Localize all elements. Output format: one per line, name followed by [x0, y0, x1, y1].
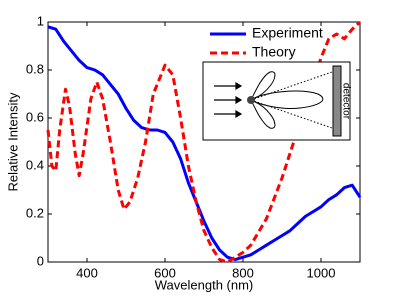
plot-frame	[47, 21, 361, 263]
series-line	[47, 25, 362, 262]
x-axis-label: Wavelength (nm)	[155, 277, 254, 292]
dotted-line	[250, 99, 333, 129]
y-axis-label: Relative Intensity	[5, 92, 20, 191]
x-tick-label: 1000	[307, 265, 336, 280]
inset-label: detector	[340, 83, 351, 120]
particle	[247, 96, 255, 104]
legend-label: Experiment	[252, 25, 323, 41]
inset-frame	[202, 61, 351, 141]
x-tick-label: 600	[154, 265, 176, 280]
y-tick-label: 0.6	[26, 109, 44, 124]
legend-label: Theory	[252, 44, 296, 60]
arrows	[214, 81, 243, 119]
y-tick-label: 0	[37, 253, 44, 268]
lobe	[249, 71, 276, 101]
lobe	[250, 90, 324, 109]
y-tick-label: 0.2	[26, 205, 44, 220]
y-tick-label: 1	[37, 13, 44, 28]
inset: detector	[202, 61, 351, 141]
x-tick-label: 800	[232, 265, 254, 280]
lobe	[249, 99, 276, 129]
y-tick-label: 0.4	[26, 157, 44, 172]
dotted-line	[250, 71, 333, 101]
x-tick-label: 400	[76, 265, 98, 280]
detector	[332, 65, 342, 137]
y-tick-label: 0.8	[26, 61, 44, 76]
